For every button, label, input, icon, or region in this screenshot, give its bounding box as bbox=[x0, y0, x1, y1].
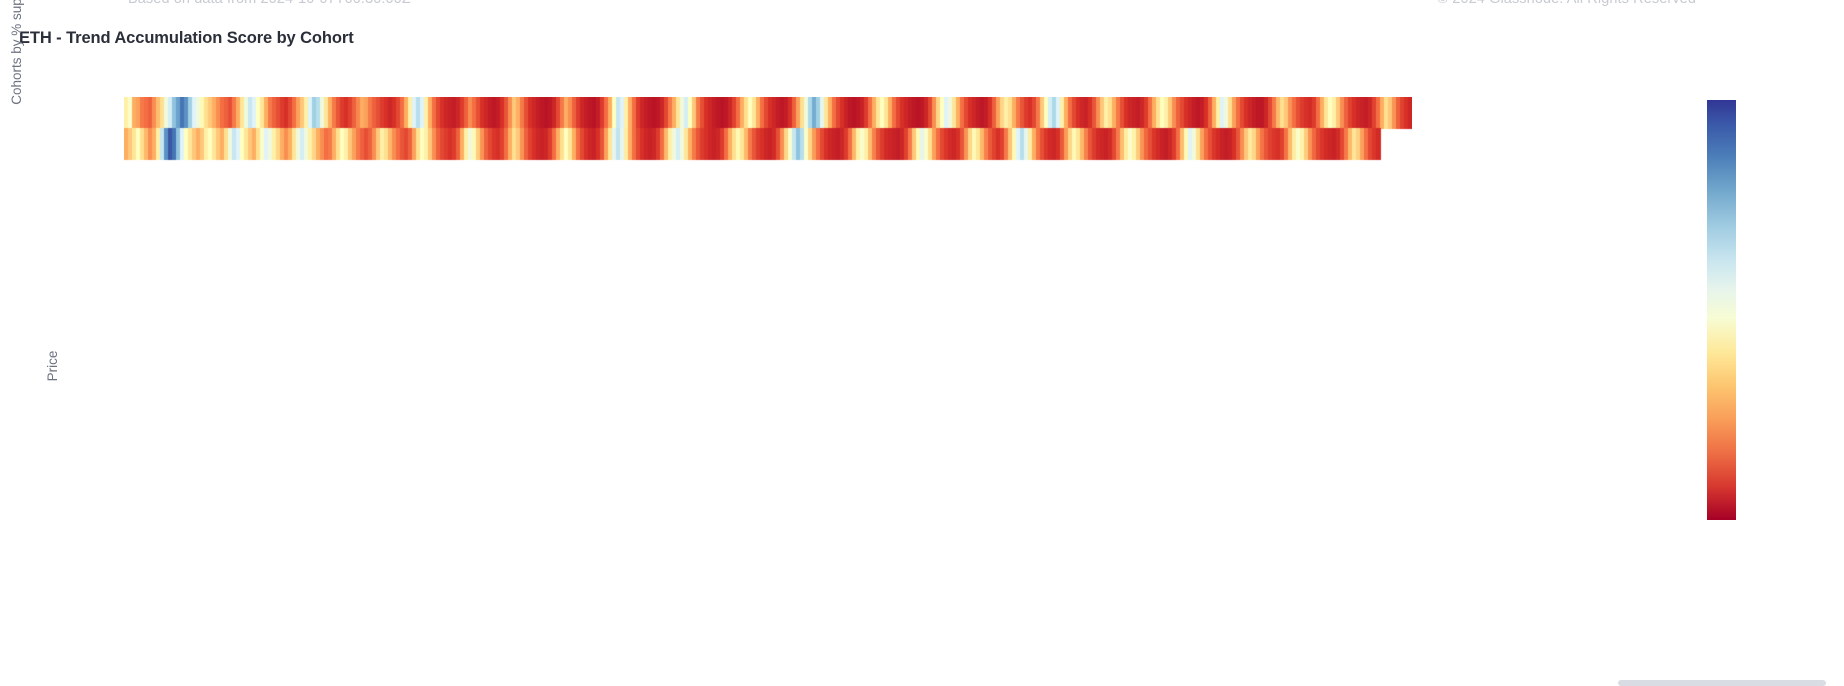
heatmap-plot[interactable] bbox=[124, 97, 1412, 283]
attribution-strip: Based on data from 2024-10-07T00:30:00Z … bbox=[0, 0, 1844, 9]
heatmap-x-tick-marks bbox=[124, 284, 1412, 294]
colorbar-gradient bbox=[1707, 100, 1736, 520]
x-axis bbox=[124, 520, 1412, 560]
horizontal-scrollbar[interactable] bbox=[1618, 680, 1826, 686]
copyright-text: © 2024 Glassnode. All Rights Reserved bbox=[1437, 0, 1696, 7]
page-title: ETH - Trend Accumulation Score by Cohort bbox=[19, 29, 354, 47]
price-plot[interactable] bbox=[124, 330, 1412, 520]
colorbar bbox=[1707, 100, 1803, 520]
heatmap-y-tick-marks bbox=[0, 97, 124, 283]
data-timestamp-text: Based on data from 2024-10-07T00:30:00Z bbox=[128, 0, 411, 7]
heatmap-canvas[interactable] bbox=[124, 97, 1412, 283]
price-y-tick-marks bbox=[0, 330, 124, 520]
price-canvas[interactable] bbox=[124, 330, 1412, 520]
